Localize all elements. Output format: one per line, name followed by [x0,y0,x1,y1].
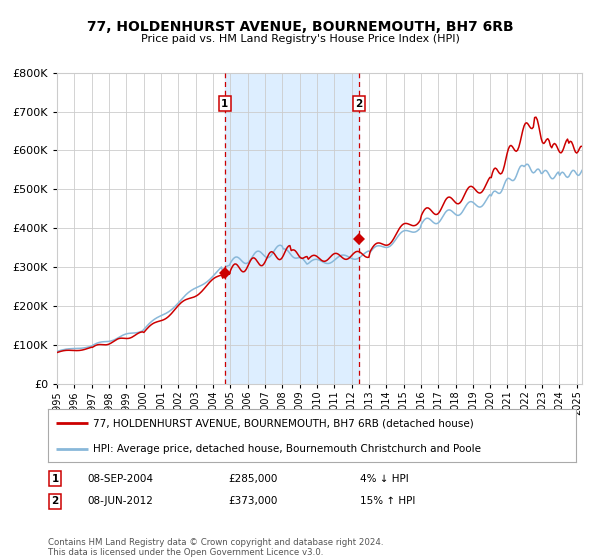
Text: HPI: Average price, detached house, Bournemouth Christchurch and Poole: HPI: Average price, detached house, Bour… [93,444,481,454]
Text: 08-SEP-2004: 08-SEP-2004 [87,474,153,484]
Text: Contains HM Land Registry data © Crown copyright and database right 2024.
This d: Contains HM Land Registry data © Crown c… [48,538,383,557]
Text: 08-JUN-2012: 08-JUN-2012 [87,496,153,506]
Text: 77, HOLDENHURST AVENUE, BOURNEMOUTH, BH7 6RB (detached house): 77, HOLDENHURST AVENUE, BOURNEMOUTH, BH7… [93,418,473,428]
Text: 4% ↓ HPI: 4% ↓ HPI [360,474,409,484]
Text: 1: 1 [221,99,229,109]
Bar [225,73,359,384]
Text: Price paid vs. HM Land Registry's House Price Index (HPI): Price paid vs. HM Land Registry's House … [140,34,460,44]
Text: 77, HOLDENHURST AVENUE, BOURNEMOUTH, BH7 6RB: 77, HOLDENHURST AVENUE, BOURNEMOUTH, BH7… [86,20,514,34]
Text: 1: 1 [52,474,59,484]
Text: 2: 2 [52,496,59,506]
Text: £285,000: £285,000 [228,474,277,484]
Text: 2: 2 [356,99,363,109]
Text: 15% ↑ HPI: 15% ↑ HPI [360,496,415,506]
Text: £373,000: £373,000 [228,496,277,506]
